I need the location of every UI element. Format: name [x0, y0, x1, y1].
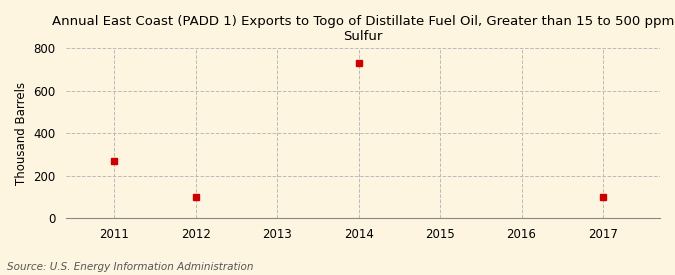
Title: Annual East Coast (PADD 1) Exports to Togo of Distillate Fuel Oil, Greater than : Annual East Coast (PADD 1) Exports to To… [51, 15, 674, 43]
Text: Source: U.S. Energy Information Administration: Source: U.S. Energy Information Administ… [7, 262, 253, 272]
Y-axis label: Thousand Barrels: Thousand Barrels [15, 82, 28, 185]
